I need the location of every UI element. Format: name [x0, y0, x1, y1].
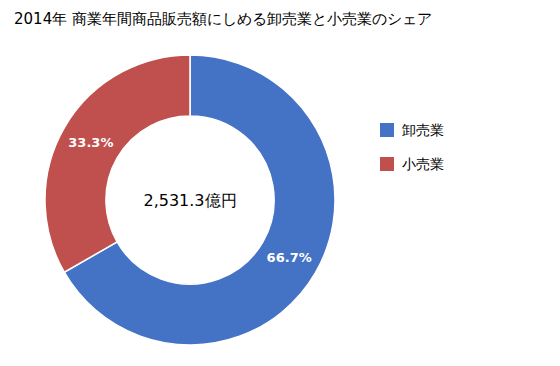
data-labels: 66.7% 33.3% [68, 135, 311, 265]
legend-label: 小売業 [402, 156, 444, 172]
data-label: 66.7% [267, 250, 312, 265]
legend-swatch [380, 157, 394, 171]
legend: 卸売業小売業 [380, 122, 444, 172]
slice [45, 55, 190, 272]
center-text: 2,531.3億円 [143, 191, 236, 210]
data-label: 33.3% [68, 135, 113, 150]
title: 2014年 商業年間商品販売額にしめる卸売業と小売業のシェア [14, 10, 432, 28]
legend-label: 卸売業 [402, 122, 444, 138]
plot [45, 55, 335, 345]
legend-item: 卸売業 [380, 122, 444, 138]
legend-swatch [380, 123, 394, 137]
legend-item: 小売業 [380, 156, 444, 172]
chart-root: 2014年 商業年間商品販売額にしめる卸売業と小売業のシェア 66.7% 33.3%… [0, 0, 560, 366]
